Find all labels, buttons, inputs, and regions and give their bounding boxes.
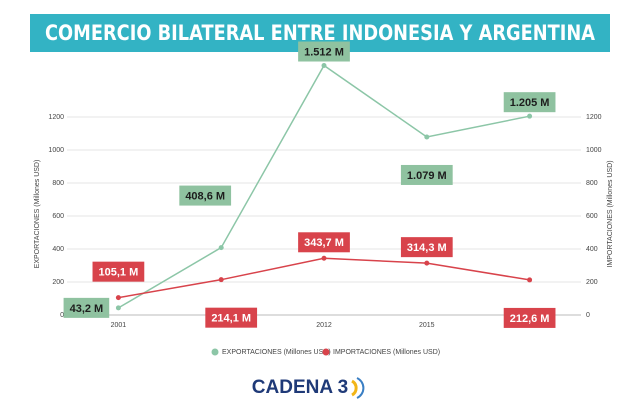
y2-tick-label: 200 bbox=[586, 279, 598, 286]
value-label-text: 408,6 M bbox=[185, 190, 225, 202]
legend-label: IMPORTACIONES (Millones USD) bbox=[333, 349, 440, 356]
value-label: 212,6 M bbox=[503, 307, 556, 328]
brand-icon bbox=[351, 377, 365, 399]
value-label: 214,1 M bbox=[205, 307, 258, 328]
value-label: 43,2 M bbox=[63, 297, 110, 318]
y-tick-label: 800 bbox=[52, 180, 64, 187]
y-tick-label: 200 bbox=[52, 279, 64, 286]
y2-tick-label: 0 bbox=[586, 312, 590, 319]
data-point bbox=[218, 277, 224, 283]
data-point bbox=[115, 295, 121, 301]
value-label-box bbox=[179, 185, 232, 206]
data-point bbox=[424, 134, 430, 140]
y2-tick-label: 400 bbox=[586, 246, 598, 253]
value-label-box bbox=[503, 92, 556, 113]
y2-tick-label: 1000 bbox=[586, 147, 602, 154]
data-point bbox=[527, 113, 533, 119]
data-point bbox=[527, 277, 533, 283]
value-label: 1.205 M bbox=[503, 92, 556, 113]
data-point bbox=[115, 305, 121, 311]
value-label-box bbox=[92, 261, 145, 282]
data-point bbox=[321, 63, 327, 69]
value-label: 105,1 M bbox=[92, 261, 145, 282]
y-axis-title: EXPORTACIONES (Millones USD) bbox=[34, 160, 41, 269]
value-label-box bbox=[400, 164, 453, 185]
value-label-box bbox=[63, 297, 110, 318]
y-tick-label: 400 bbox=[52, 246, 64, 253]
value-label-box bbox=[205, 307, 258, 328]
legend-swatch bbox=[322, 348, 330, 356]
x-tick-label: 2001 bbox=[111, 322, 127, 329]
value-label-text: 1.079 M bbox=[407, 170, 447, 182]
x-tick-label: 2012 bbox=[316, 322, 332, 329]
chart-title: COMERCIO BILATERAL ENTRE INDONESIA Y ARG… bbox=[45, 21, 596, 45]
value-label-text: 1.205 M bbox=[510, 97, 550, 109]
y-tick-label: 0 bbox=[60, 312, 64, 319]
y2-tick-label: 600 bbox=[586, 213, 598, 220]
value-label-box bbox=[400, 237, 453, 258]
y-tick-label: 1200 bbox=[48, 114, 64, 121]
value-label: 1.079 M bbox=[400, 164, 453, 185]
legend-swatch bbox=[211, 348, 219, 356]
x-tick-label: 2015 bbox=[419, 322, 435, 329]
y2-tick-label: 800 bbox=[586, 180, 598, 187]
brand-logo-text: CADENA 3 bbox=[252, 377, 348, 398]
legend-label: EXPORTACIONES (Millones USD) bbox=[222, 349, 331, 356]
value-label-text: 214,1 M bbox=[211, 313, 251, 325]
data-point bbox=[218, 245, 224, 251]
value-label-text: 105,1 M bbox=[99, 267, 139, 279]
value-label-box bbox=[298, 232, 350, 253]
y2-tick-label: 1200 bbox=[586, 114, 602, 121]
value-label: 408,6 M bbox=[179, 185, 232, 206]
y2-axis-title: IMPORTACIONES (Millones USD) bbox=[607, 160, 614, 267]
y-tick-label: 600 bbox=[52, 213, 64, 220]
value-label: 314,3 M bbox=[400, 237, 453, 258]
value-label-text: 43,2 M bbox=[70, 303, 104, 315]
value-label-text: 1.512 M bbox=[304, 46, 344, 58]
y-tick-label: 1000 bbox=[48, 147, 64, 154]
value-label-text: 314,3 M bbox=[407, 242, 447, 254]
value-label-text: 212,6 M bbox=[510, 313, 550, 325]
value-label: 343,7 M bbox=[298, 232, 350, 253]
data-point bbox=[424, 260, 430, 266]
data-point bbox=[321, 255, 327, 261]
value-label-text: 343,7 M bbox=[304, 237, 344, 249]
value-label-box bbox=[503, 307, 556, 328]
value-label-box bbox=[298, 41, 350, 62]
value-label: 1.512 M bbox=[298, 41, 350, 62]
